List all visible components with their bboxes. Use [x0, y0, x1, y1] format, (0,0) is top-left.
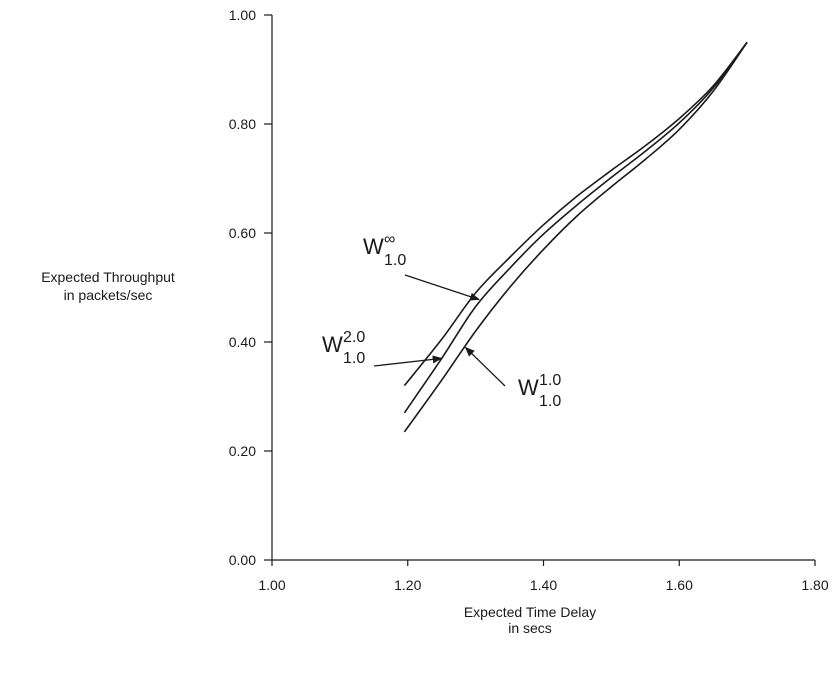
series-w-inf-curve — [403, 41, 748, 387]
axes: 0.00 0.20 0.40 0.60 0.80 1.00 1.00 1.20 1.40 1.60… — [229, 7, 829, 593]
x-tick-label: 1.20 — [394, 577, 421, 593]
annotation-sup: ∞ — [384, 231, 395, 248]
annotation-w-1-0: W 1.0 1.0 — [464, 346, 561, 410]
curves — [403, 41, 748, 433]
annotation-base: W — [363, 234, 384, 259]
y-tick-label: 0.40 — [229, 334, 256, 350]
annotation-sub: 1.0 — [343, 350, 365, 367]
annotation-arrow — [464, 346, 506, 387]
annotation-base: W — [518, 375, 539, 400]
x-axis-label-line-2: in secs — [508, 620, 552, 636]
x-tick-label: 1.00 — [258, 577, 285, 593]
x-tick-label: 1.80 — [801, 577, 828, 593]
x-axis-label-line-1: Expected Time Delay — [463, 604, 597, 620]
annotation-w-inf: W ∞ 1.0 — [363, 231, 480, 301]
y-axis-label-line-1: Expected Throughput — [41, 269, 175, 285]
x-axis-label: Expected Time Delay in secs — [400, 604, 660, 636]
annotation-w-2-0: W 2.0 1.0 — [322, 329, 443, 367]
y-tick-label: 0.20 — [229, 443, 256, 459]
annotation-sup: 2.0 — [343, 329, 365, 346]
annotations: W ∞1.0W 2.01.0W 1.01.0 — [322, 231, 561, 410]
x-tick-label: 1.60 — [666, 577, 693, 593]
series-w-2-0-curve — [403, 41, 748, 414]
annotation-arrow — [373, 355, 443, 367]
y-tick-label: 1.00 — [229, 7, 256, 23]
y-tick-label: 0.80 — [229, 116, 256, 132]
y-tick-label: 0.00 — [229, 552, 256, 568]
series-w-1-0-curve — [403, 41, 748, 433]
y-axis-label: Expected Throughput in packets/sec — [8, 268, 208, 304]
annotation-sub: 1.0 — [384, 252, 406, 269]
annotation-base: W — [322, 332, 343, 357]
y-tick-label: 0.60 — [229, 225, 256, 241]
x-tick-label: 1.40 — [530, 577, 557, 593]
annotation-sub: 1.0 — [539, 393, 561, 410]
y-axis-label-line-2: in packets/sec — [63, 287, 153, 303]
annotation-arrow — [404, 274, 480, 301]
annotation-sup: 1.0 — [539, 372, 561, 389]
